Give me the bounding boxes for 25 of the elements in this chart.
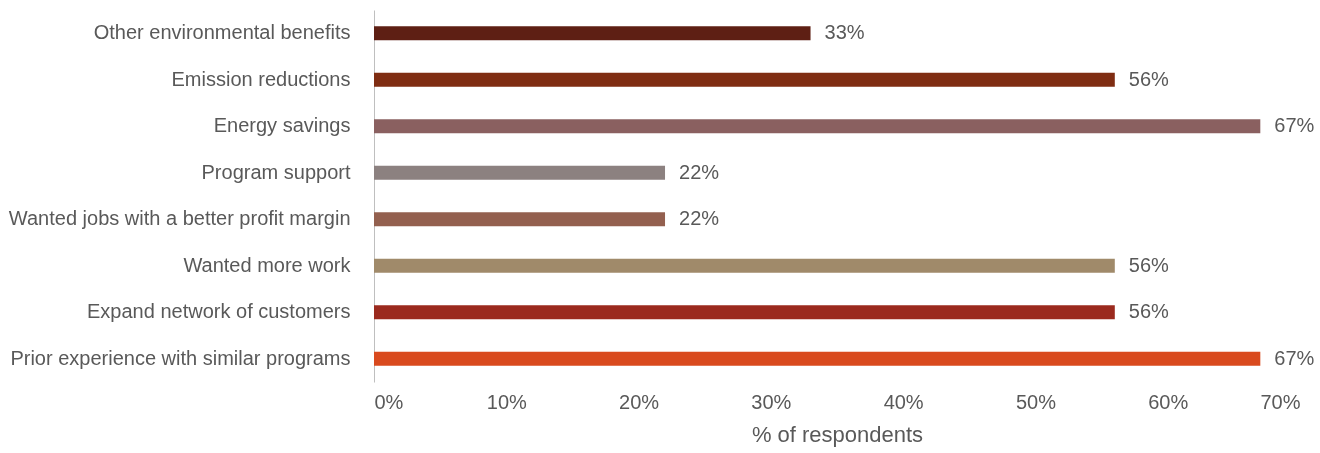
x-tick-label: 60% (1148, 390, 1189, 413)
data-label: 22% (679, 207, 720, 230)
x-tick-label: 30% (751, 390, 792, 413)
data-label: 56% (1128, 67, 1170, 90)
y-tick-label: Energy savings (213, 114, 351, 137)
data-label: 67% (1274, 346, 1315, 369)
y-tick-label: Other environmental benefits (93, 21, 351, 44)
y-tick-label: Program support (201, 160, 351, 183)
y-tick-label: Wanted jobs with a better profit margin (8, 207, 351, 230)
x-tick-label: 70% (1260, 390, 1301, 413)
x-tick-label: 10% (486, 390, 528, 413)
data-label: 33% (824, 21, 865, 44)
y-tick-label: Emission reductions (171, 67, 351, 90)
x-tick-label: 50% (1015, 390, 1057, 413)
x-axis-title: % of respondents (751, 421, 924, 447)
y-tick-label: Prior experience with similar programs (10, 346, 351, 369)
data-label: 22% (679, 160, 720, 183)
x-tick-label: 40% (883, 390, 924, 413)
y-tick-label: Expand network of customers (87, 300, 351, 323)
data-label: 56% (1128, 300, 1170, 323)
data-label: 56% (1128, 253, 1170, 276)
x-tick-label: 20% (619, 390, 660, 413)
y-tick-label: Wanted more work (183, 253, 352, 276)
x-tick-label: 0% (374, 390, 404, 413)
data-label: 67% (1274, 114, 1315, 137)
